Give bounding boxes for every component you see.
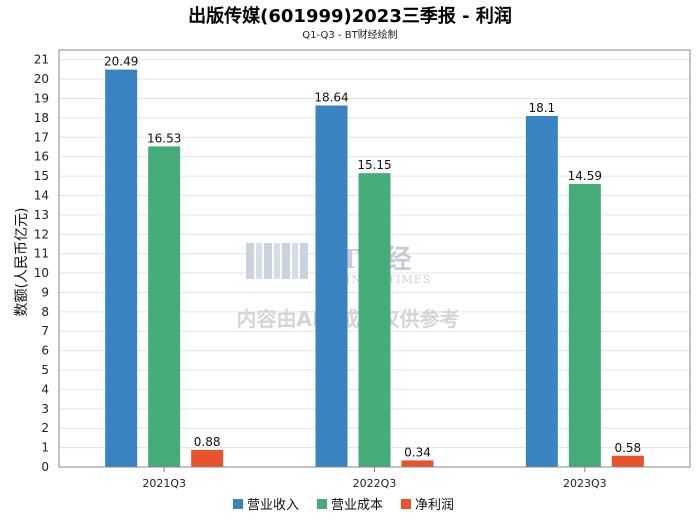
legend-swatch	[401, 499, 411, 509]
y-tick-label: 4	[41, 382, 49, 396]
bar-2023Q3-营业成本	[568, 184, 601, 468]
data-label: 0.58	[614, 441, 641, 455]
legend-swatch	[317, 499, 327, 509]
y-tick-label: 14	[34, 188, 49, 202]
legend-label: 营业收入	[247, 498, 299, 513]
data-label: 0.88	[194, 435, 221, 449]
bar-2021Q3-营业收入	[105, 69, 138, 468]
y-tick-label: 3	[41, 402, 49, 416]
x-tick-label: 2021Q3	[142, 477, 186, 490]
bar-2021Q3-营业成本	[148, 146, 181, 467]
y-tick-label: 12	[34, 227, 49, 241]
y-tick-label: 13	[34, 208, 49, 222]
y-tick-label: 0	[41, 460, 49, 474]
y-tick-label: 10	[34, 266, 49, 280]
y-tick-label: 1	[41, 441, 49, 455]
y-tick-label: 18	[34, 111, 49, 125]
watermark-note: 内容由AI生成，仅供参考	[237, 307, 460, 331]
x-tick-label: 2023Q3	[563, 477, 607, 490]
data-label: 16.53	[147, 131, 181, 145]
watermark: BT财经 BUSINESSTIMES 内容由AI生成，仅供参考	[237, 243, 460, 331]
y-tick-label: 17	[34, 130, 49, 144]
y-tick-label: 19	[34, 91, 49, 105]
y-tick-label: 5	[41, 363, 49, 377]
chart-title: 出版传媒(601999)2023三季报 - 利润	[188, 6, 512, 27]
legend: 营业收入 营业成本 净利润	[233, 498, 454, 513]
legend-label: 营业成本	[331, 498, 383, 513]
y-tick-label: 21	[34, 53, 49, 67]
y-tick-label: 15	[34, 169, 49, 183]
x-tick-label: 2022Q3	[353, 477, 397, 490]
data-label: 0.34	[404, 445, 431, 459]
y-tick-label: 2	[41, 421, 49, 435]
bar-2021Q3-净利润	[191, 449, 224, 467]
data-label: 18.1	[528, 101, 555, 115]
legend-swatch	[233, 499, 243, 509]
bar-2022Q3-营业收入	[315, 105, 348, 467]
bar-2022Q3-净利润	[401, 460, 434, 467]
data-label: 14.59	[568, 169, 602, 183]
data-label: 18.64	[314, 90, 348, 104]
data-label: 15.15	[357, 158, 391, 172]
y-axis-label: 数额(人民币亿元)	[14, 208, 30, 317]
y-tick-label: 8	[41, 305, 49, 319]
legend-label: 净利润	[415, 498, 454, 513]
bar-2023Q3-营业收入	[525, 115, 558, 467]
x-axis-ticks: 2021Q3 2022Q3 2023Q3	[142, 467, 607, 490]
y-tick-label: 9	[41, 285, 49, 299]
data-labels: 20.49 16.53 0.88 18.64 15.15 0.34 18.1 14.59 0.5…	[104, 55, 641, 460]
y-tick-label: 11	[34, 247, 49, 261]
chart-subtitle: Q1-Q3 - BT财经绘制	[302, 30, 398, 41]
bar-2022Q3-营业成本	[358, 173, 391, 467]
bars	[105, 69, 644, 468]
y-tick-label: 6	[41, 344, 49, 358]
y-tick-label: 7	[41, 324, 49, 338]
bt-logo-icon	[246, 243, 308, 279]
y-tick-label: 20	[34, 72, 49, 86]
y-tick-label: 16	[34, 150, 49, 164]
bar-2023Q3-净利润	[611, 455, 644, 467]
data-label: 20.49	[104, 55, 138, 69]
